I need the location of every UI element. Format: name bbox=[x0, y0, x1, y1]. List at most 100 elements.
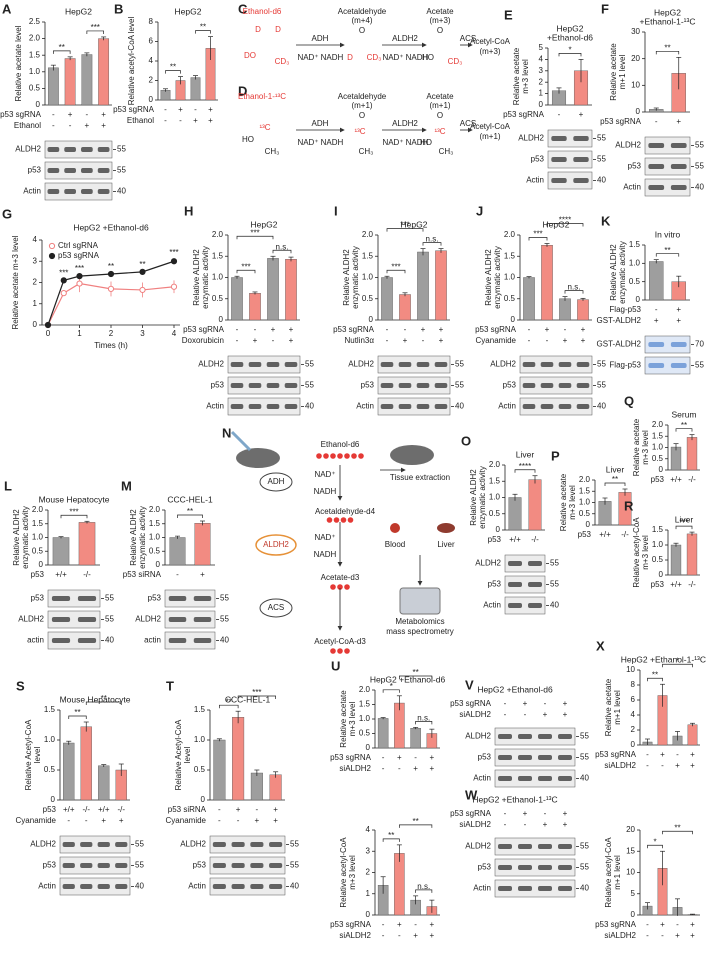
blot-band bbox=[416, 383, 430, 388]
significance-bracket bbox=[647, 844, 663, 849]
bar bbox=[649, 261, 664, 301]
blot bbox=[494, 727, 576, 746]
y-axis-label: Relative Acetyl-CoA bbox=[24, 719, 33, 790]
y-tick-label: 0.5 bbox=[652, 454, 664, 463]
panel-letter: S bbox=[16, 678, 25, 693]
blot-band bbox=[648, 164, 665, 169]
blot bbox=[644, 178, 691, 197]
bar bbox=[598, 501, 612, 526]
blot-band bbox=[266, 383, 280, 388]
blot-band bbox=[498, 755, 512, 760]
y-tick-label: 2 bbox=[366, 868, 371, 877]
significance-bracket bbox=[415, 889, 433, 893]
bar bbox=[52, 537, 70, 566]
y-tick-label: 1.0 bbox=[489, 493, 501, 502]
diagram-label: mass spectrometry bbox=[386, 627, 454, 636]
y-tick-label: 1.5 bbox=[629, 240, 641, 249]
y-tick-label: 2 bbox=[539, 77, 544, 86]
y-tick-label: 10 bbox=[631, 80, 640, 89]
y-tick-label: 2.0 bbox=[579, 475, 591, 484]
condition-label: Cyanamide bbox=[166, 816, 207, 825]
y-tick-label: 1.5 bbox=[212, 251, 224, 260]
blot-band bbox=[248, 404, 262, 409]
bar bbox=[64, 58, 76, 106]
blot-label: ALDH2 bbox=[198, 360, 224, 369]
mw-label: 55 bbox=[305, 381, 314, 390]
y-tick-label: 1.0 bbox=[362, 273, 374, 282]
y-tick-label: 0 bbox=[201, 795, 206, 804]
condition-mark: + bbox=[563, 699, 568, 708]
y-axis-label: m+3 level bbox=[521, 59, 530, 94]
y-tick-label: 0.5 bbox=[489, 509, 501, 518]
enzyme-ring bbox=[259, 598, 293, 618]
condition-mark: + bbox=[430, 764, 435, 773]
significance-label: ** bbox=[226, 697, 232, 706]
condition-mark: - bbox=[386, 325, 389, 334]
blot bbox=[644, 356, 691, 375]
significance-bracket bbox=[60, 514, 88, 519]
panel-letter: T bbox=[166, 678, 174, 693]
label-dot bbox=[358, 453, 364, 459]
blot-band bbox=[434, 383, 448, 388]
blot bbox=[644, 136, 691, 155]
condition-mark: -/- bbox=[688, 475, 696, 484]
condition-label: p53 sgRNA bbox=[113, 105, 155, 114]
y-tick-label: 1.0 bbox=[359, 714, 371, 723]
blot-label: ALDH2 bbox=[180, 840, 206, 849]
y-tick-label: 0.5 bbox=[29, 84, 41, 93]
blot-band bbox=[115, 863, 128, 868]
y-axis-label: m+1 level bbox=[618, 55, 627, 90]
blot bbox=[547, 129, 593, 148]
blot-band bbox=[670, 143, 687, 148]
mw-label: 55 bbox=[105, 615, 114, 624]
condition-mark: + bbox=[543, 820, 548, 829]
condition-mark: + bbox=[439, 325, 444, 334]
blot-label: p53 bbox=[361, 381, 375, 390]
panel-letter: U bbox=[331, 658, 340, 673]
y-tick-label: 0.5 bbox=[212, 294, 224, 303]
blot-label: ALDH2 bbox=[490, 360, 516, 369]
mw-label: 40 bbox=[597, 402, 606, 411]
blot-band bbox=[508, 582, 522, 587]
significance-label: * bbox=[568, 46, 571, 55]
significance-bracket bbox=[675, 428, 693, 432]
condition-mark: - bbox=[544, 699, 547, 708]
blot-band bbox=[558, 404, 572, 409]
y-tick-label: 1.5 bbox=[149, 519, 161, 528]
blot bbox=[519, 376, 593, 395]
condition-mark: + bbox=[430, 753, 435, 762]
blot bbox=[504, 575, 546, 594]
y-axis-label: Relative acetate bbox=[609, 43, 618, 101]
condition-label: p53 sgRNA bbox=[503, 110, 545, 119]
blot-band bbox=[551, 136, 567, 141]
diagram-label: NAD⁺ bbox=[297, 53, 318, 62]
y-tick-label: 2.0 bbox=[504, 230, 516, 239]
blot-band bbox=[97, 168, 110, 173]
y-axis-label: m+3 level bbox=[568, 485, 577, 520]
condition-mark: - bbox=[655, 305, 658, 314]
diagram-label: CD₃ bbox=[367, 53, 382, 62]
condition-mark: - bbox=[382, 753, 385, 762]
y-tick-label: 0 bbox=[496, 525, 501, 534]
condition-mark: - bbox=[646, 761, 649, 770]
blot bbox=[47, 631, 101, 650]
panel-letter: B bbox=[114, 1, 123, 16]
diagram-label: Metabolomics bbox=[395, 617, 444, 626]
blot-label: p53 bbox=[211, 381, 225, 390]
y-tick-label: 0.5 bbox=[629, 277, 641, 286]
condition-label: p53 sgRNA bbox=[600, 117, 642, 126]
condition-mark: + bbox=[581, 325, 586, 334]
significance-bracket bbox=[675, 525, 693, 530]
panel-letter: I bbox=[334, 203, 338, 218]
diagram-label: (m+1) bbox=[429, 101, 450, 110]
y-tick-label: 1.5 bbox=[29, 50, 41, 59]
y-axis-label: Relative acetyl-CoA level bbox=[127, 17, 136, 106]
blot-label: Actin bbox=[473, 884, 491, 893]
blot-band bbox=[231, 863, 245, 868]
blot-band bbox=[498, 865, 512, 870]
y-tick-label: 4 bbox=[631, 710, 636, 719]
diagram-label: HO bbox=[242, 135, 254, 144]
y-tick-label: 0.5 bbox=[359, 729, 371, 738]
